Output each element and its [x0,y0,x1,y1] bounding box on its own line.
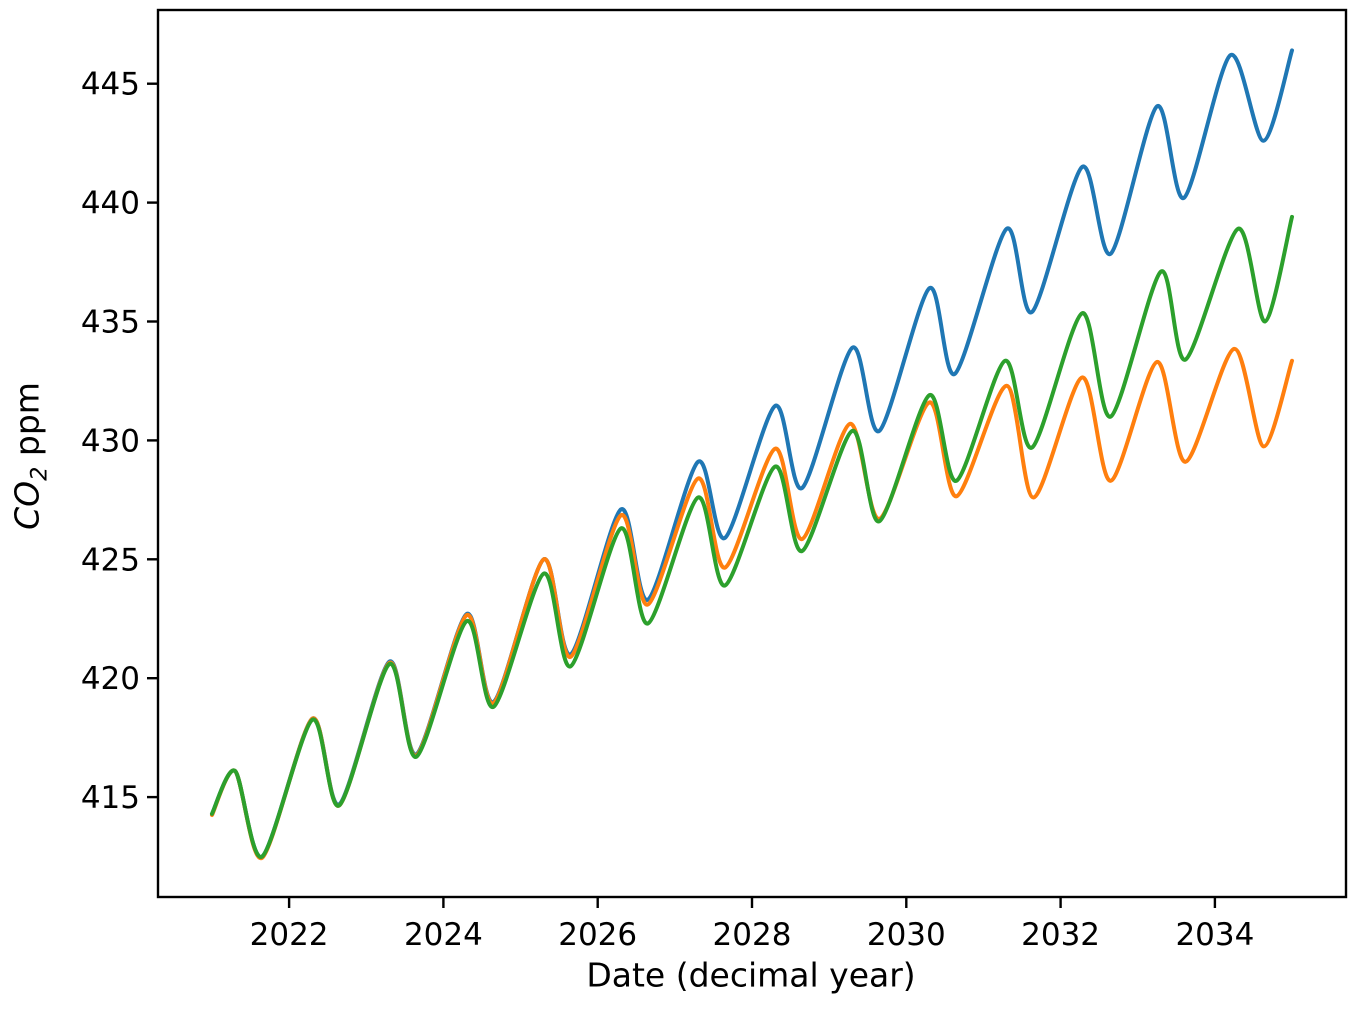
x-tick-label: 2022 [250,917,329,953]
x-tick-label: 2034 [1175,917,1254,953]
y-tick-label: 420 [81,661,140,697]
co2-series-blue [210,48,1294,859]
x-tick-label: 2032 [1021,917,1100,953]
y-tick-label: 440 [81,186,140,222]
y-tick-label: 435 [81,305,140,341]
x-tick-label: 2024 [404,917,483,953]
x-tick-label: 2030 [867,917,946,953]
y-axis-title: CO2 ppm [8,382,53,530]
y-axis-title-co: CO [7,480,47,530]
co2-series-green [210,214,1294,859]
x-tick-label: 2028 [713,917,792,953]
y-tick-label: 425 [81,542,140,578]
y-axis-title-unit: ppm [7,382,47,467]
y-tick-label: 415 [81,780,140,816]
x-axis-title: Date (decimal year) [586,955,916,995]
y-axis-title-subscript: 2 [26,466,53,481]
x-tick-label: 2026 [558,917,637,953]
co2-series-orange [210,346,1294,860]
y-tick-label: 430 [81,423,140,459]
y-tick-label: 445 [81,67,140,103]
plot-border [156,8,1348,899]
